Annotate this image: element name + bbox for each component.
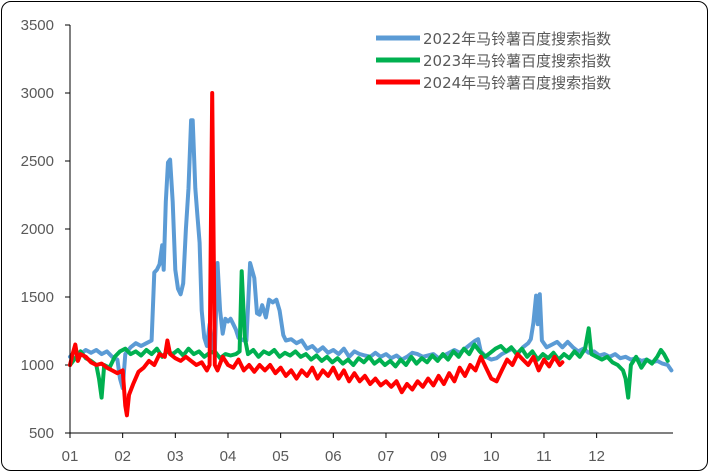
series-line-2022 (68, 118, 674, 391)
legend-label-2024: 2024年马铃薯百度搜索指数 (423, 74, 611, 92)
x-tick-label: 06 (325, 448, 342, 465)
series-layer (68, 91, 674, 418)
y-tick-label: 1000 (21, 357, 54, 374)
x-tick-label: 12 (588, 448, 605, 465)
y-tick-label: 1500 (21, 289, 54, 306)
y-tick-label: 2500 (21, 153, 54, 170)
series-line-2024 (68, 91, 565, 418)
x-tick-label: 04 (220, 448, 237, 465)
x-tick-label: 02 (114, 448, 131, 465)
x-tick-label: 01 (62, 448, 79, 465)
x-tick-label: 09 (430, 448, 447, 465)
x-tick-label: 05 (272, 448, 289, 465)
x-tick-label: 07 (378, 448, 395, 465)
x-tick-label: 11 (536, 448, 552, 465)
y-tick-label: 500 (29, 425, 54, 442)
x-axis-ticks: 01 02 03 04 05 06 07 09 10 11 12 (62, 433, 605, 465)
y-tick-label: 3000 (21, 85, 54, 102)
y-tick-label: 2000 (21, 221, 54, 238)
legend-label-2022: 2022年马铃薯百度搜索指数 (423, 30, 611, 48)
legend: 2022年马铃薯百度搜索指数 2023年马铃薯百度搜索指数 2024年马铃薯百度… (376, 30, 611, 92)
x-tick-label: 03 (167, 448, 184, 465)
y-tick-label: 3500 (21, 17, 54, 34)
y-axis-ticks: 500 1000 1500 2000 2500 3000 3500 (21, 17, 70, 442)
legend-label-2023: 2023年马铃薯百度搜索指数 (423, 52, 611, 70)
x-tick-label: 10 (483, 448, 500, 465)
